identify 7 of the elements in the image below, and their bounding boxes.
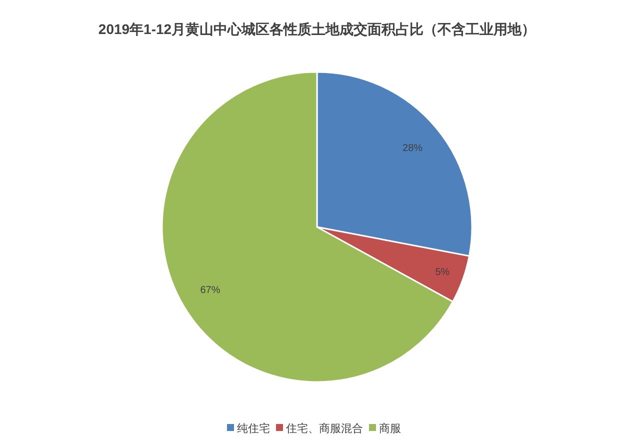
legend-label: 商服 <box>379 422 401 435</box>
chart-title: 2019年1-12月黄山中心城区各性质土地成交面积占比（不含工业用地） <box>98 21 536 37</box>
data-label: 67% <box>200 285 220 296</box>
legend-label: 住宅、商服混合 <box>286 422 363 435</box>
data-label: 28% <box>402 142 423 154</box>
data-label: 5% <box>435 267 450 278</box>
legend-label: 纯住宅 <box>237 422 270 435</box>
